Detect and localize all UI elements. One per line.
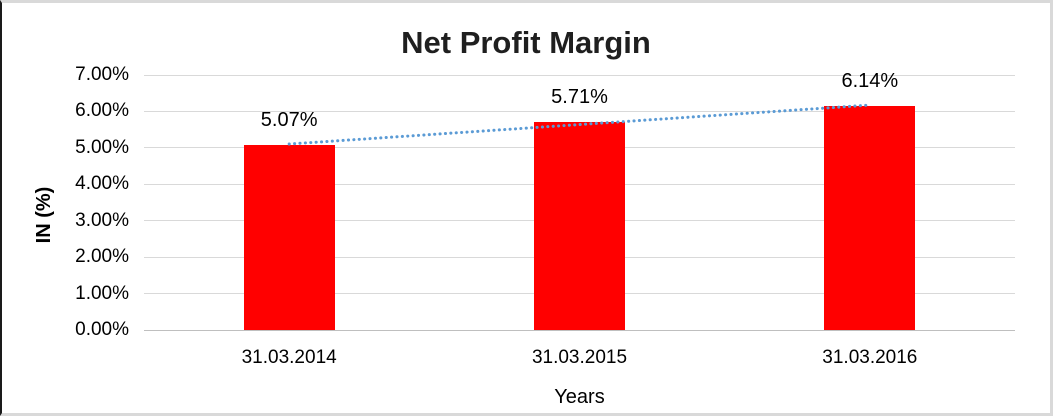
y-tick-label: 6.00% xyxy=(75,100,129,122)
bar-data-label: 5.71% xyxy=(551,85,608,108)
gridline xyxy=(144,74,1015,76)
y-tick-label: 2.00% xyxy=(75,246,129,268)
chart-title: Net Profit Margin xyxy=(401,25,651,60)
bar-31.03.2015 xyxy=(534,121,625,330)
y-tick-label: 3.00% xyxy=(75,209,129,231)
x-axis-line xyxy=(144,329,1015,331)
x-tick-label: 31.03.2015 xyxy=(531,347,628,368)
y-tick-label: 7.00% xyxy=(75,64,129,85)
x-tick-label: 31.03.2014 xyxy=(241,347,337,368)
y-tick-label: 5.00% xyxy=(75,136,129,158)
x-axis-title: Years xyxy=(554,386,605,408)
bar-data-label: 6.14% xyxy=(841,70,899,93)
bar-data-label: 5.07% xyxy=(260,109,318,132)
bar-31.03.2014 xyxy=(243,145,335,330)
y-tick-label: 1.00% xyxy=(75,282,129,304)
y-tick-label: 4.00% xyxy=(75,173,129,195)
x-tick-label: 31.03.2016 xyxy=(822,347,918,368)
bar-31.03.2016 xyxy=(824,106,916,330)
y-tick-label: 0.00% xyxy=(75,319,129,340)
